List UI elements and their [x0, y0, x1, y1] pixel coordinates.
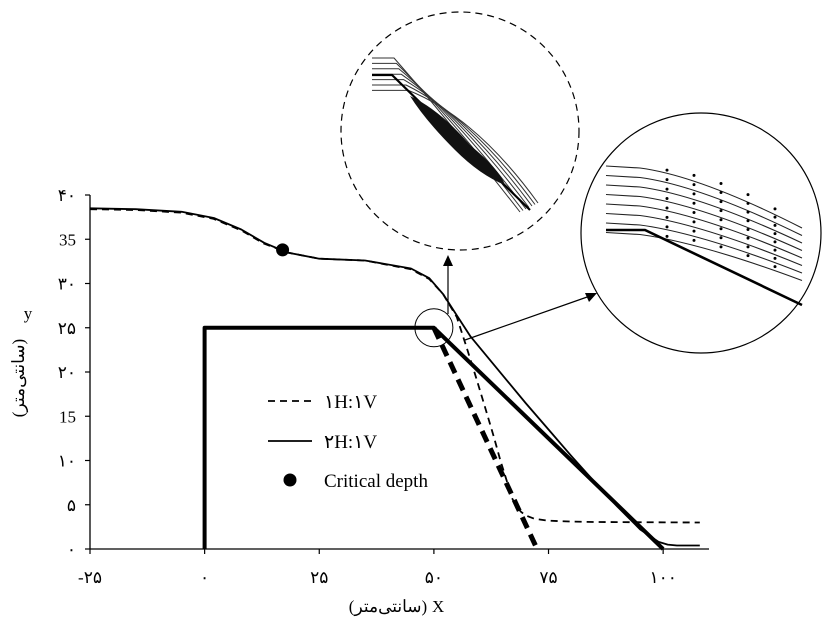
y-tick-label: 15	[59, 407, 76, 426]
series-line-water-surface	[89, 208, 700, 524]
legend-label: ۲H:۱V	[324, 432, 377, 453]
critical-depth-point	[276, 243, 290, 257]
inset-trace-dot	[692, 183, 696, 187]
inset-trace-dot	[773, 256, 777, 260]
inset-trace-dot	[692, 211, 696, 215]
series-layer	[89, 207, 700, 551]
inset-streamline	[605, 231, 803, 282]
y-axis-unit: (سانتی‌متر)	[9, 339, 29, 417]
inset-streamline	[605, 222, 803, 274]
series-line-water-surface	[89, 207, 700, 547]
inset-trace-dot	[665, 168, 669, 172]
inset-trace-dot	[665, 234, 669, 238]
inset-bed-line	[606, 228, 803, 307]
series-line-bed	[202, 325, 665, 551]
inset-trace-dot	[773, 223, 777, 227]
inset-trace-dot	[719, 182, 723, 185]
inset-trace-dot	[746, 201, 750, 205]
legend-label: Critical depth	[324, 471, 428, 492]
inset-trace-dot	[665, 225, 669, 229]
inset-trace-dot	[773, 240, 777, 244]
y-tick-label: ۳۰	[58, 275, 76, 294]
y-tick-label: 35	[59, 230, 76, 249]
arrow-head-icon	[443, 255, 453, 266]
inset-trace-dot	[692, 229, 696, 233]
inset-trace-dot	[665, 187, 669, 191]
inset-trace-dot	[692, 220, 696, 224]
x-tick-label: ۵۰	[425, 568, 443, 587]
inset-trace-dot	[719, 191, 723, 195]
x-axis-label: X	[432, 597, 444, 616]
inset-trace-dot	[773, 248, 777, 252]
inset-streamline	[605, 165, 803, 229]
zoom-arrow-right	[464, 295, 591, 341]
y-tick-label: ۰	[67, 540, 76, 559]
zoom-focus-circle	[414, 308, 454, 348]
inset-streamline	[372, 89, 539, 204]
points-layer	[276, 243, 290, 257]
zoom-inset-2	[580, 112, 822, 354]
legend-label: ۱H:۱V	[324, 392, 377, 413]
inset-trace-dot	[719, 209, 723, 213]
inset-trace-dot	[719, 218, 723, 222]
legend: ۱H:۱V ۲H:۱V Critical depth	[268, 392, 428, 492]
series-line-bed	[431, 326, 540, 551]
inset-trace-dot	[746, 254, 750, 258]
inset-trace-dot	[773, 207, 777, 211]
inset-trace-dot	[719, 227, 723, 231]
y-tick-label: ۴۰	[58, 186, 76, 205]
y-tick-label: ۲۵	[58, 319, 76, 338]
arrow-head-icon	[585, 293, 597, 302]
inset-trace-dot	[746, 193, 750, 197]
inset-streamline	[372, 84, 536, 205]
y-axis-label: y	[24, 304, 33, 323]
inset-trace-dot	[692, 192, 696, 196]
inset-trace-dot	[719, 236, 723, 240]
inset-trace-dot	[773, 265, 777, 269]
x-tick-label: -۲۵	[78, 568, 102, 587]
y-tick-label: ۵	[67, 496, 76, 515]
inset-trace-dot	[692, 238, 696, 242]
legend-swatch-dot	[283, 473, 297, 487]
inset-vortex-region	[410, 96, 505, 185]
x-tick-label: ۰	[200, 568, 209, 587]
x-axis-unit: (سانتی‌متر)	[349, 597, 427, 617]
x-tick-label: ۱۰۰	[649, 568, 676, 587]
inset-trace-dot	[746, 236, 750, 240]
inset-trace-dot	[665, 178, 669, 182]
inset-trace-dot	[746, 219, 750, 223]
inset-trace-dot	[746, 245, 750, 249]
inset-trace-dot	[719, 245, 723, 249]
inset-trace-dot	[665, 197, 669, 201]
x-tick-label: ۷۵	[539, 568, 557, 587]
inset-trace-dot	[719, 200, 723, 204]
inset-streamline	[372, 79, 533, 207]
inset-trace-dot	[665, 215, 669, 219]
zoom-insets	[340, 11, 822, 354]
inset-trace-dot	[746, 227, 750, 231]
y-tick-label: ۱۰	[58, 452, 76, 471]
inset-trace-dot	[773, 215, 777, 219]
inset-streamline	[372, 68, 527, 210]
inset-streamline	[605, 184, 803, 244]
inset-trace-dot	[692, 173, 696, 177]
inset-streamline	[605, 193, 803, 252]
x-tick-label: ۲۵	[310, 568, 328, 587]
inset-streamline	[605, 174, 803, 236]
inset-streamline	[372, 57, 521, 213]
inset-trace-dot	[665, 206, 669, 210]
inset-streamline	[605, 212, 803, 267]
inset-trace-dot	[692, 201, 696, 205]
y-tick-label: ۲۰	[58, 363, 76, 382]
zoom-inset-1	[340, 11, 580, 251]
inset-trace-dot	[746, 210, 750, 214]
inset-streamline	[605, 203, 803, 259]
inset-trace-dot	[773, 232, 777, 236]
inset-streamline	[372, 73, 530, 208]
